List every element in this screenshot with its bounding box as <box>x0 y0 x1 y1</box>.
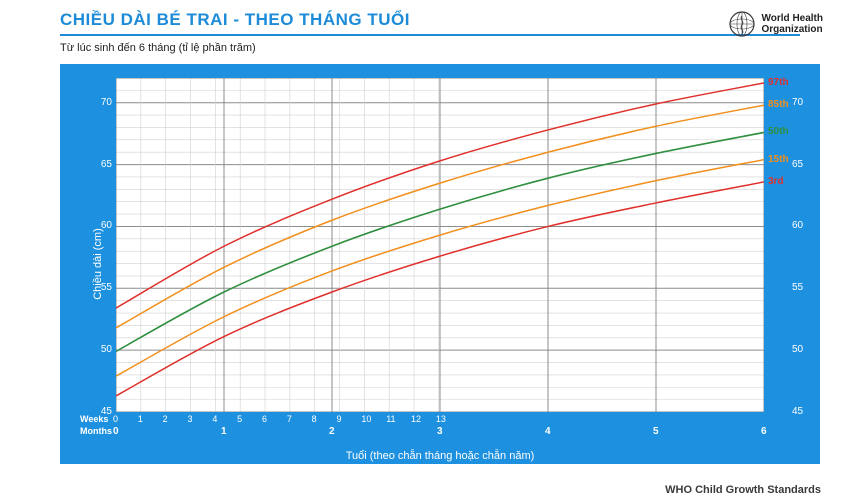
week-tick-11: 11 <box>386 414 395 424</box>
y-tick-right-70: 70 <box>792 97 803 108</box>
week-tick-3: 3 <box>188 414 193 424</box>
month-tick-0: 0 <box>113 426 119 437</box>
y-tick-right-65: 65 <box>792 159 803 170</box>
title-rule <box>60 34 800 36</box>
week-tick-2: 2 <box>163 414 168 424</box>
who-logo-line1: World Health <box>762 13 823 24</box>
plot-area <box>116 78 764 412</box>
chart-title: CHIỀU DÀI BÉ TRAI - THEO THÁNG TUỔI <box>60 10 825 30</box>
chart-subtitle: Từ lúc sinh đến 6 tháng (tỉ lệ phần trăm… <box>60 42 825 54</box>
week-tick-6: 6 <box>262 414 267 424</box>
week-tick-12: 12 <box>411 414 421 424</box>
week-tick-0: 0 <box>113 414 118 424</box>
who-logo: World Health Organization <box>728 10 823 38</box>
y-tick-left-55: 55 <box>101 282 112 293</box>
who-logo-text: World Health Organization <box>762 13 823 35</box>
month-tick-1: 1 <box>221 426 227 437</box>
weeks-label: Weeks <box>80 414 108 424</box>
chart-frame: Chiều dài (cm) Tuổi (theo chẵn tháng hoặ… <box>60 64 820 464</box>
y-tick-right-45: 45 <box>792 406 803 417</box>
week-tick-8: 8 <box>312 414 317 424</box>
week-tick-9: 9 <box>337 414 342 424</box>
months-label: Months <box>80 426 112 436</box>
month-tick-3: 3 <box>437 426 443 437</box>
month-tick-5: 5 <box>653 426 659 437</box>
y-tick-right-60: 60 <box>792 220 803 231</box>
percentile-label-50th: 50th <box>768 126 789 137</box>
percentile-label-85th: 85th <box>768 99 789 110</box>
y-tick-left-60: 60 <box>101 220 112 231</box>
week-tick-4: 4 <box>212 414 217 424</box>
y-tick-right-50: 50 <box>792 344 803 355</box>
month-tick-6: 6 <box>761 426 767 437</box>
percentile-label-3rd: 3rd <box>768 176 784 187</box>
page: CHIỀU DÀI BÉ TRAI - THEO THÁNG TUỔI Từ l… <box>0 0 845 500</box>
y-tick-right-55: 55 <box>792 282 803 293</box>
week-tick-1: 1 <box>138 414 143 424</box>
who-logo-line2: Organization <box>762 24 823 35</box>
week-tick-7: 7 <box>287 414 292 424</box>
month-tick-2: 2 <box>329 426 335 437</box>
who-logo-icon <box>728 10 756 38</box>
y-tick-left-70: 70 <box>101 97 112 108</box>
chart-svg <box>116 78 764 412</box>
y-tick-left-50: 50 <box>101 344 112 355</box>
percentile-label-97th: 97th <box>768 77 789 88</box>
y-tick-left-65: 65 <box>101 159 112 170</box>
month-tick-4: 4 <box>545 426 551 437</box>
x-axis-label: Tuổi (theo chẵn tháng hoặc chẵn năm) <box>346 450 535 462</box>
week-tick-10: 10 <box>361 414 371 424</box>
week-tick-5: 5 <box>237 414 242 424</box>
footer-text: WHO Child Growth Standards <box>665 484 821 496</box>
week-tick-13: 13 <box>436 414 446 424</box>
percentile-label-15th: 15th <box>768 154 789 165</box>
header: CHIỀU DÀI BÉ TRAI - THEO THÁNG TUỔI Từ l… <box>0 0 845 54</box>
